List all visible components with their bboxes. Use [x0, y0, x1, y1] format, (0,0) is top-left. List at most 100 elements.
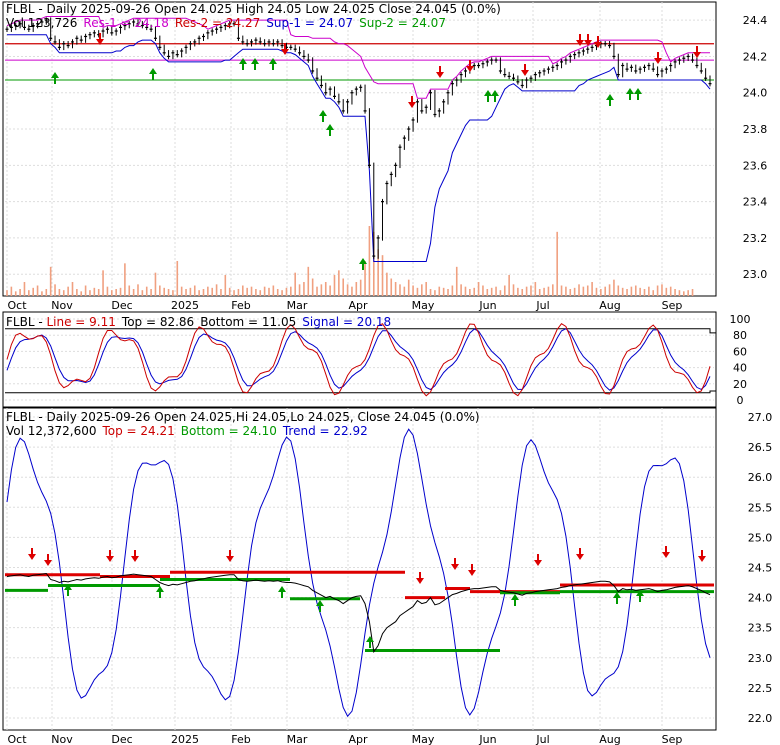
month-label: May	[412, 299, 435, 312]
volume-bar	[648, 286, 650, 296]
upper-band-line	[6, 16, 710, 99]
volume-bar	[45, 289, 48, 296]
month-label: Sep	[662, 299, 683, 312]
volume-bar	[176, 261, 179, 296]
trend-sell-arrow	[662, 546, 670, 558]
volume-bar	[560, 285, 563, 296]
trend-ytick: 24.5	[748, 561, 773, 574]
volume-bar	[608, 284, 611, 296]
volume-bar	[490, 287, 493, 296]
volume-bar	[311, 278, 314, 296]
volume-bar	[346, 284, 349, 296]
volume-bar	[10, 286, 13, 296]
volume-bar	[573, 287, 576, 296]
stoch-top-line	[5, 328, 716, 334]
trend-month-label: Oct	[7, 733, 27, 745]
volume-bar	[255, 289, 257, 296]
volume-bar	[84, 285, 87, 296]
stoch-bottom-line	[5, 390, 716, 394]
stoch-ytick: 100	[730, 313, 751, 326]
trend-panel-frame	[2, 407, 717, 731]
volume-bar	[106, 286, 109, 296]
sup2-label: Sup-2 = 24.07	[359, 16, 446, 30]
volume-bar	[381, 255, 384, 296]
stoch-ytick: 40	[733, 362, 747, 375]
trend-buy-arrow	[64, 584, 72, 596]
volume-bar	[263, 286, 266, 296]
price-panel-frame	[2, 1, 717, 297]
volume-bar	[102, 270, 104, 296]
volume-bar	[403, 286, 406, 296]
volume-bar	[543, 287, 545, 296]
trend-month-label: Sep	[662, 733, 683, 745]
volume-bar	[691, 289, 694, 296]
buy-arrow	[251, 58, 259, 70]
lower-band-line	[7, 34, 711, 262]
volume-bar	[372, 231, 375, 296]
trend-buy-arrow	[316, 600, 324, 612]
buy-arrow	[626, 88, 634, 100]
volume-bar	[442, 287, 445, 296]
volume-bar	[626, 289, 628, 296]
volume-bar	[198, 290, 200, 296]
price-header-line1: FLBL - Daily 2025-09-26 Open 24.025 High…	[6, 2, 501, 16]
trend-sell-arrow	[576, 548, 584, 560]
volume-bar	[586, 285, 589, 296]
month-label: Nov	[51, 299, 73, 312]
volume-bar	[617, 285, 620, 296]
trend-buy-arrow	[156, 586, 164, 598]
volume-bar	[634, 285, 637, 296]
stoch-ytick: 0	[737, 394, 744, 407]
volume-bar	[89, 290, 91, 296]
sell-arrow	[96, 33, 104, 45]
volume-bar	[455, 266, 458, 296]
volume-bar	[604, 286, 607, 296]
volume-bar	[54, 284, 56, 296]
volume-bar	[128, 285, 131, 296]
volume-bar	[76, 289, 78, 296]
volume-bar	[473, 287, 476, 296]
stoch-line-label: Line = 9.11	[46, 315, 115, 329]
volume-bar	[582, 286, 585, 296]
volume-bar	[351, 286, 353, 296]
volume-bar	[115, 289, 117, 296]
volume-bar	[530, 285, 532, 296]
volume-bar	[621, 287, 624, 296]
stoch-ytick: 60	[733, 345, 747, 358]
sell-arrow	[594, 36, 602, 48]
trend-buy-arrow	[613, 592, 621, 604]
price-ytick: 24.0	[743, 87, 768, 100]
volume-bar	[499, 290, 502, 296]
volume-bar	[316, 286, 318, 296]
volume-bar	[207, 286, 209, 296]
price-ytick: 23.0	[743, 268, 768, 281]
volume-bar	[97, 289, 100, 296]
volume-bar	[665, 287, 668, 296]
trend-month-label: Apr	[348, 733, 368, 745]
volume-bar	[141, 290, 144, 296]
volume-bar	[132, 289, 135, 296]
volume-bar	[460, 284, 462, 296]
stoch-ytick: 80	[733, 329, 747, 342]
volume-bar	[652, 290, 655, 296]
month-label: Jun	[478, 299, 496, 312]
sell-arrow	[693, 46, 701, 58]
volume-bar	[233, 290, 235, 296]
volume-bar	[377, 249, 379, 296]
stoch-sep: -	[35, 315, 47, 329]
stoch-ytick: 20	[733, 378, 747, 391]
volume-bar	[591, 282, 593, 296]
volume-bar	[534, 282, 537, 296]
volume-bar	[630, 286, 633, 296]
trend-ytick: 27.0	[748, 411, 773, 424]
volume-bar	[390, 278, 393, 296]
volume-bar	[569, 289, 572, 296]
volume-bar	[421, 284, 423, 296]
volume-bar	[342, 278, 345, 296]
volume-bar	[495, 286, 497, 296]
volume-bar	[163, 287, 165, 296]
volume-bar	[294, 272, 296, 296]
volume-bar	[434, 290, 436, 296]
trend-month-label: 2025	[171, 733, 199, 745]
volume-bar	[425, 282, 427, 296]
